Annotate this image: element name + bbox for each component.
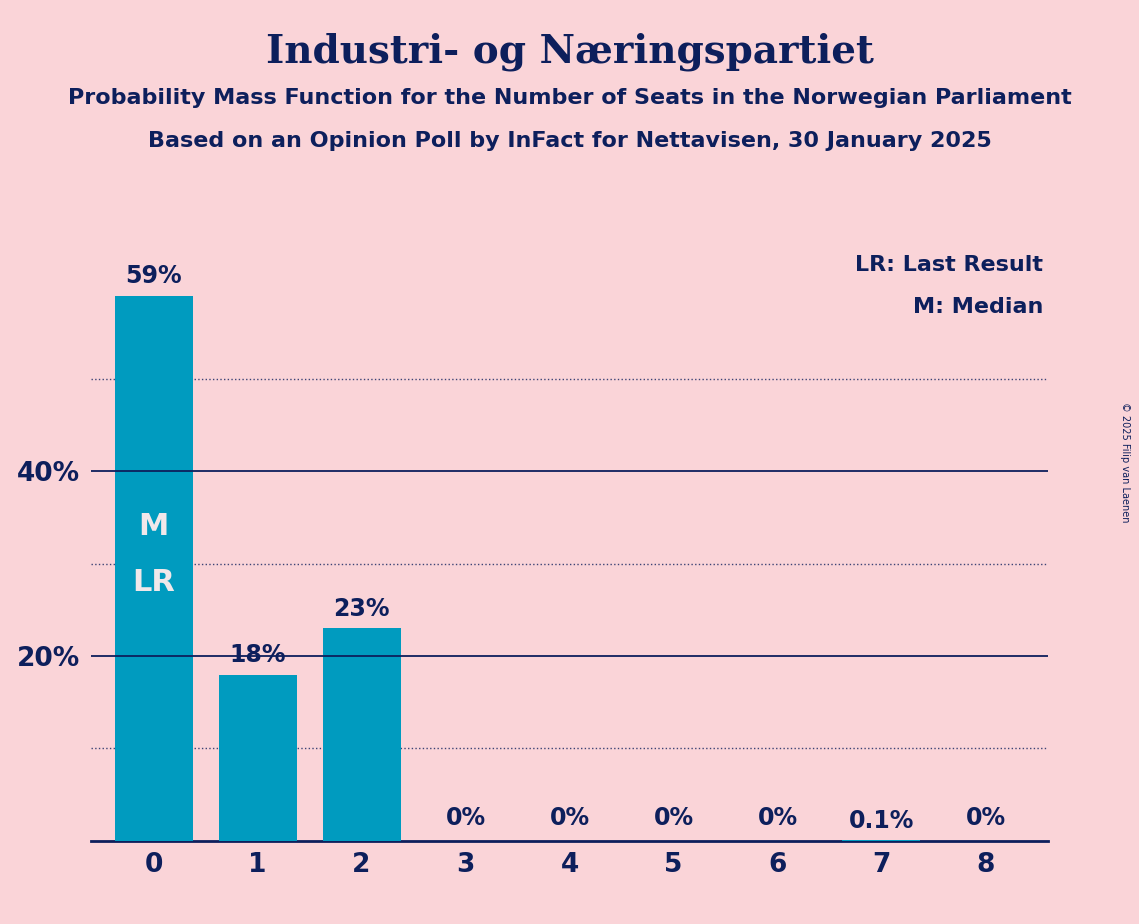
Text: 23%: 23% xyxy=(334,597,390,621)
Text: 0%: 0% xyxy=(757,806,797,830)
Bar xyxy=(843,840,920,841)
Bar xyxy=(219,675,296,841)
Bar xyxy=(115,296,192,841)
Text: 0%: 0% xyxy=(654,806,694,830)
Text: M: M xyxy=(138,512,169,541)
Text: Based on an Opinion Poll by InFact for Nettavisen, 30 January 2025: Based on an Opinion Poll by InFact for N… xyxy=(148,131,991,152)
Text: 59%: 59% xyxy=(125,264,182,288)
Text: M: Median: M: Median xyxy=(912,298,1043,317)
Text: 0%: 0% xyxy=(445,806,485,830)
Text: 0%: 0% xyxy=(966,806,1006,830)
Text: LR: Last Result: LR: Last Result xyxy=(855,255,1043,275)
Text: Industri- og Næringspartiet: Industri- og Næringspartiet xyxy=(265,32,874,71)
Text: 18%: 18% xyxy=(229,643,286,667)
Text: LR: LR xyxy=(132,567,175,597)
Text: 0.1%: 0.1% xyxy=(849,808,915,833)
Text: © 2025 Filip van Laenen: © 2025 Filip van Laenen xyxy=(1121,402,1130,522)
Text: Probability Mass Function for the Number of Seats in the Norwegian Parliament: Probability Mass Function for the Number… xyxy=(67,88,1072,108)
Bar xyxy=(322,628,401,841)
Text: 0%: 0% xyxy=(549,806,590,830)
